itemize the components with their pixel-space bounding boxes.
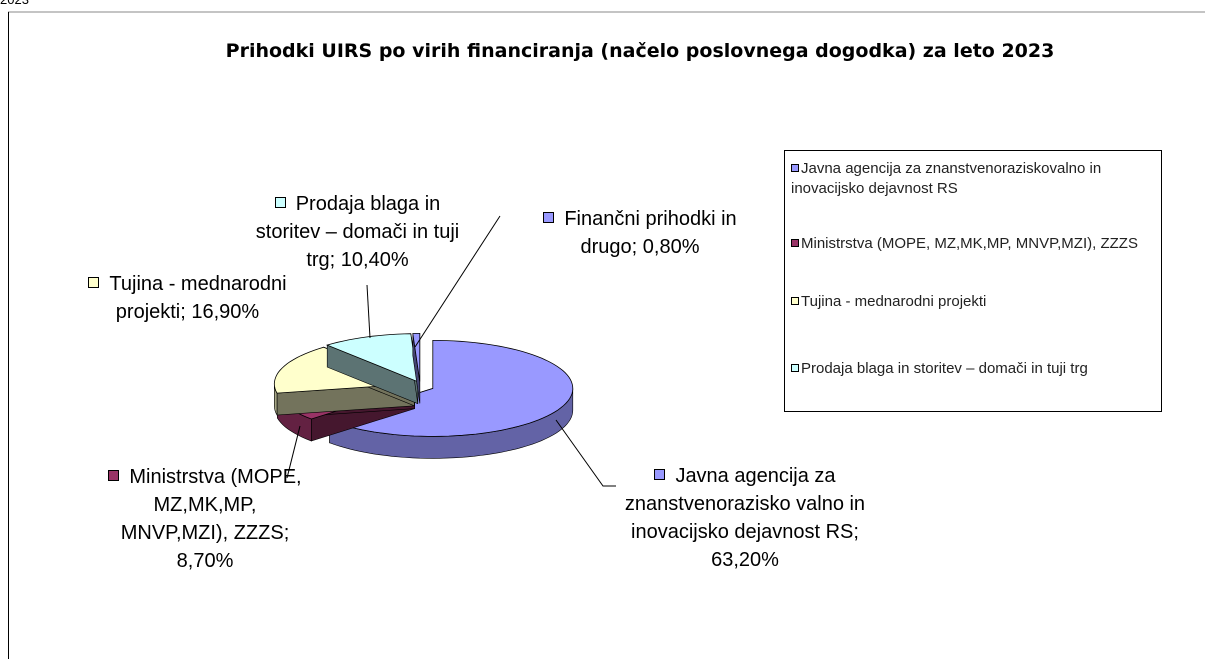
data-label-box: Finančni prihodki in drugo; 0,80%: [520, 205, 760, 261]
data-label: Javna agencija za znanstvenorazisko valn…: [624, 465, 866, 571]
leader-line: [555, 419, 616, 487]
label-swatch: [654, 469, 666, 480]
slice-top: [412, 333, 421, 382]
legend: Javna agencija za znanstvenoraziskovalno…: [784, 150, 1162, 412]
data-label: Prodaja blaga in storitev – domači in tu…: [255, 193, 460, 271]
data-label-box: Ministrstva (MOPE, MZ,MK,MP, MNVP,MZI), …: [105, 463, 305, 575]
label-swatch: [108, 470, 120, 481]
pie-slice: [412, 333, 421, 404]
legend-entry: Javna agencija za znanstvenoraziskovalno…: [791, 159, 1156, 199]
legend-swatch: [791, 239, 799, 247]
legend-swatch: [791, 364, 799, 372]
leader-line: [286, 425, 301, 479]
chart-title: Prihodki UIRS po virih financiranja (nač…: [225, 40, 1055, 62]
legend-label: Tujina - mednarodni projekti: [801, 293, 987, 310]
leader-line: [366, 284, 371, 339]
legend-swatch: [791, 297, 799, 305]
slice-top: [325, 333, 419, 383]
label-swatch: [274, 197, 286, 208]
data-label: Finančni prihodki in drugo; 0,80%: [564, 208, 737, 258]
data-label: Tujina - mednarodni projekti; 16,90%: [109, 273, 287, 323]
legend-label: Ministrstva (MOPE, MZ,MK,MP, MNVP,MZI), …: [801, 235, 1138, 252]
legend-entry: Prodaja blaga in storitev – domači in tu…: [791, 359, 1156, 379]
data-label: Ministrstva (MOPE, MZ,MK,MP, MNVP,MZI), …: [120, 466, 302, 572]
label-swatch: [88, 277, 100, 288]
legend-label: Javna agencija za znanstvenoraziskovalno…: [791, 160, 1102, 197]
legend-entry: Tujina - mednarodni projekti: [791, 292, 1156, 312]
label-swatch: [543, 212, 555, 223]
leader-line: [414, 215, 501, 348]
legend-swatch: [791, 164, 799, 172]
legend-entry: Ministrstva (MOPE, MZ,MK,MP, MNVP,MZI), …: [791, 234, 1156, 254]
data-label-box: Prodaja blaga in storitev – domači in tu…: [240, 190, 475, 274]
data-label-box: Tujina - mednarodni projekti; 16,90%: [80, 270, 295, 326]
header-text: 2023: [0, 0, 29, 7]
legend-label: Prodaja blaga in storitev – domači in tu…: [801, 360, 1088, 377]
data-label-box: Javna agencija za znanstvenorazisko valn…: [610, 462, 880, 574]
